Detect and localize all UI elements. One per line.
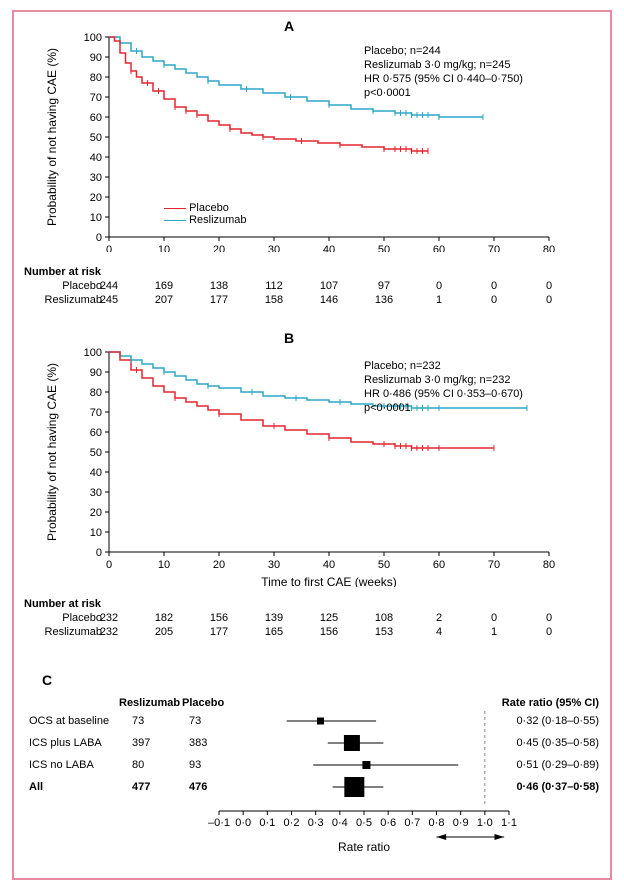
svg-text:80: 80 bbox=[90, 387, 102, 399]
svg-text:50: 50 bbox=[378, 244, 390, 252]
svg-text:30: 30 bbox=[268, 559, 280, 571]
stats-a-line-0: Placebo; n=244 bbox=[364, 44, 523, 58]
panel-b-label: B bbox=[284, 330, 294, 346]
svg-text:0: 0 bbox=[106, 559, 112, 571]
svg-text:70: 70 bbox=[90, 407, 102, 419]
risk-table-b: Number at riskPlacebo2321821561391251082… bbox=[14, 598, 594, 642]
stats-a-line-3: p<0·0001 bbox=[364, 86, 523, 100]
svg-text:0·4: 0·4 bbox=[332, 817, 348, 829]
stats-b-line-0: Placebo; n=232 bbox=[364, 359, 523, 373]
stats-a-line-1: Reslizumab 3·0 mg/kg; n=245 bbox=[364, 58, 523, 72]
svg-text:0·1: 0·1 bbox=[259, 817, 275, 829]
svg-text:0·6: 0·6 bbox=[380, 817, 396, 829]
stats-b-line-2: HR 0·486 (95% CI 0·353–0·670) bbox=[364, 387, 523, 401]
svg-text:Probability of not having CAE: Probability of not having CAE (%) bbox=[45, 48, 59, 226]
figure-frame: { "dims":{"chart_w":440,"chart_h":200,"c… bbox=[12, 10, 612, 880]
svg-text:30: 30 bbox=[90, 172, 102, 184]
svg-text:60: 60 bbox=[90, 427, 102, 439]
svg-text:0: 0 bbox=[96, 547, 102, 559]
svg-text:60: 60 bbox=[433, 244, 445, 252]
svg-text:0·8: 0·8 bbox=[429, 817, 445, 829]
stats-a: Placebo; n=244 Reslizumab 3·0 mg/kg; n=2… bbox=[364, 44, 523, 100]
svg-text:40: 40 bbox=[90, 152, 102, 164]
svg-text:70: 70 bbox=[90, 92, 102, 104]
svg-text:10: 10 bbox=[90, 212, 102, 224]
svg-text:20: 20 bbox=[213, 559, 225, 571]
svg-text:0·2: 0·2 bbox=[284, 817, 300, 829]
svg-text:100: 100 bbox=[84, 347, 102, 359]
svg-text:0·3: 0·3 bbox=[308, 817, 324, 829]
figure-container: { "dims":{"chart_w":440,"chart_h":200,"c… bbox=[0, 0, 624, 893]
svg-text:20: 20 bbox=[90, 507, 102, 519]
panel-c-label: C bbox=[42, 672, 52, 688]
svg-text:50: 50 bbox=[378, 559, 390, 571]
svg-text:80: 80 bbox=[543, 559, 555, 571]
svg-text:90: 90 bbox=[90, 367, 102, 379]
svg-text:80: 80 bbox=[543, 244, 555, 252]
svg-text:Probability of not having CAE: Probability of not having CAE (%) bbox=[45, 363, 59, 541]
svg-text:0: 0 bbox=[106, 244, 112, 252]
svg-text:0·9: 0·9 bbox=[453, 817, 469, 829]
forest-plot: ReslizumabPlaceboRate ratio (95% CI)OCS … bbox=[24, 697, 604, 872]
svg-text:10: 10 bbox=[158, 559, 170, 571]
svg-text:Rate ratio: Rate ratio bbox=[338, 840, 390, 853]
legend-placebo: Placebo bbox=[189, 202, 229, 214]
svg-text:0·5: 0·5 bbox=[356, 817, 372, 829]
stats-b-line-1: Reslizumab 3·0 mg/kg; n=232 bbox=[364, 373, 523, 387]
stats-b: Placebo; n=232 Reslizumab 3·0 mg/kg; n=2… bbox=[364, 359, 523, 415]
svg-text:80: 80 bbox=[90, 72, 102, 84]
svg-text:70: 70 bbox=[488, 244, 500, 252]
legend-resliz: Reslizumab bbox=[189, 214, 246, 226]
svg-text:–0·1: –0·1 bbox=[208, 817, 230, 829]
legend-a: Placebo Reslizumab bbox=[164, 202, 247, 226]
svg-text:0·0: 0·0 bbox=[235, 817, 251, 829]
svg-text:30: 30 bbox=[268, 244, 280, 252]
svg-text:90: 90 bbox=[90, 52, 102, 64]
svg-text:20: 20 bbox=[90, 192, 102, 204]
svg-text:40: 40 bbox=[323, 559, 335, 571]
svg-text:50: 50 bbox=[90, 447, 102, 459]
svg-text:20: 20 bbox=[213, 244, 225, 252]
svg-text:0: 0 bbox=[96, 232, 102, 244]
svg-text:40: 40 bbox=[90, 467, 102, 479]
svg-text:1·1: 1·1 bbox=[501, 817, 517, 829]
svg-text:100: 100 bbox=[84, 32, 102, 44]
stats-b-line-3: p<0·0001 bbox=[364, 401, 523, 415]
svg-text:60: 60 bbox=[90, 112, 102, 124]
svg-text:50: 50 bbox=[90, 132, 102, 144]
svg-text:10: 10 bbox=[158, 244, 170, 252]
stats-a-line-2: HR 0·575 (95% CI 0·440–0·750) bbox=[364, 72, 523, 86]
svg-text:Time to first CAE (weeks): Time to first CAE (weeks) bbox=[261, 575, 397, 587]
risk-table-a: Number at riskPlacebo2441691381121079700… bbox=[14, 266, 594, 310]
svg-text:0·7: 0·7 bbox=[404, 817, 420, 829]
svg-text:60: 60 bbox=[433, 559, 445, 571]
svg-text:40: 40 bbox=[323, 244, 335, 252]
svg-text:1·0: 1·0 bbox=[477, 817, 493, 829]
svg-text:30: 30 bbox=[90, 487, 102, 499]
svg-text:70: 70 bbox=[488, 559, 500, 571]
svg-text:10: 10 bbox=[90, 527, 102, 539]
